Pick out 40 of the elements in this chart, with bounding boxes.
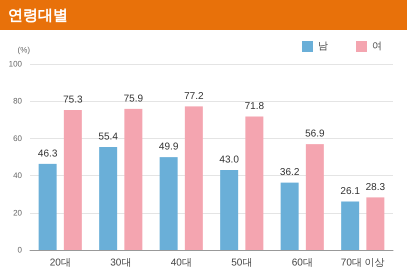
y-tick-label: 40 — [13, 171, 23, 180]
chart-title: 연령대별 — [0, 0, 407, 30]
x-tick-label: 70대 이상 — [340, 258, 385, 268]
bar — [124, 108, 142, 250]
y-tick-label: 100 — [8, 60, 23, 68]
y-tick-label: 60 — [13, 134, 23, 143]
y-axis-title: (%) — [18, 46, 30, 54]
bar — [99, 146, 118, 250]
bar — [64, 110, 82, 250]
bar — [220, 170, 238, 250]
bar — [366, 197, 384, 250]
data-label: 77.2 — [184, 90, 204, 102]
data-label: 46.3 — [38, 148, 58, 160]
x-tick-label: 20대 — [50, 258, 71, 268]
bar — [38, 164, 57, 250]
legend-label: 남 — [318, 41, 328, 52]
x-tick-label: 30대 — [110, 258, 132, 268]
bar — [280, 182, 299, 250]
data-label: 55.4 — [98, 131, 118, 142]
bar — [341, 201, 360, 250]
x-tick-label: 40대 — [170, 258, 192, 268]
data-label: 26.1 — [340, 186, 360, 197]
x-tick-label: 50대 — [231, 258, 252, 268]
bar — [306, 144, 324, 250]
y-tick-label: 20 — [13, 208, 23, 218]
x-tick-label: 60대 — [292, 258, 313, 268]
y-tick-label: 80 — [13, 96, 23, 106]
data-label: 56.9 — [305, 128, 326, 140]
data-label: 43.0 — [219, 154, 240, 166]
legend-label: 여 — [372, 41, 382, 52]
bar — [160, 157, 178, 250]
data-label: 71.8 — [244, 100, 265, 112]
y-tick-label: 0 — [18, 246, 23, 254]
data-label: 49.9 — [158, 142, 179, 153]
data-label: 75.3 — [63, 94, 84, 106]
data-label: 75.9 — [124, 93, 144, 104]
data-label: 36.2 — [280, 167, 300, 178]
bar — [184, 106, 203, 250]
data-label: 28.3 — [366, 182, 386, 193]
bar — [245, 116, 264, 250]
